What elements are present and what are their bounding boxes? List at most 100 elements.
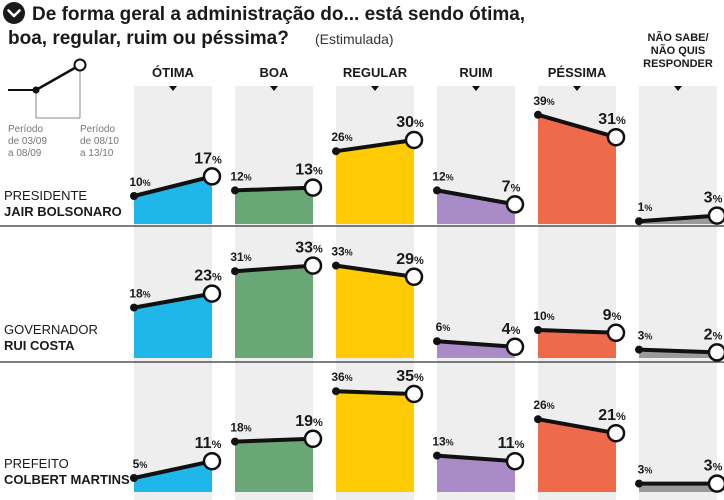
header-arrow-icon — [472, 86, 480, 91]
label-start-pessima-1: 10% — [533, 309, 554, 323]
label-start-regular-2: 36% — [331, 370, 352, 384]
point-end-regular-2 — [404, 384, 424, 404]
header-arrow-icon — [169, 86, 177, 91]
label-start-boa-1: 31% — [230, 250, 251, 264]
label-start-nao_sabe-1: 3% — [638, 329, 653, 343]
point-start-regular-1 — [332, 261, 340, 270]
point-end-boa-2 — [303, 429, 323, 449]
label-start-regular-1: 33% — [331, 245, 352, 259]
label-start-ruim-0: 12% — [432, 169, 453, 183]
point-end-ruim-1 — [505, 337, 525, 357]
series-regular-2: 36% 35% — [331, 368, 424, 492]
legend-end-line: a 13/10 — [80, 148, 114, 159]
legend-end-line: de 08/10 — [80, 136, 119, 147]
point-end-otima-0 — [202, 167, 222, 186]
label-end-boa-2: 19% — [295, 413, 323, 430]
label-start-otima-0: 10% — [129, 175, 150, 189]
label-start-nao_sabe-0: 1% — [638, 200, 653, 214]
column-bg-nao_sabe — [639, 86, 717, 500]
line-boa-1 — [233, 263, 315, 274]
point-start-nao_sabe-2 — [635, 479, 643, 488]
series-pessima-1: 10% 9% — [533, 307, 626, 358]
label-start-boa-0: 12% — [230, 169, 251, 183]
area-ruim-2 — [437, 455, 515, 492]
legend-start-dot — [32, 86, 40, 94]
line-boa-0 — [233, 185, 315, 193]
area-boa-0 — [235, 187, 313, 224]
column-backgrounds — [134, 86, 717, 500]
header-regular: REGULAR — [343, 65, 408, 80]
line-regular-0 — [334, 138, 416, 154]
chevron-down-icon — [3, 2, 25, 24]
legend-start-line: a 08/09 — [8, 148, 42, 159]
label-start-ruim-1: 6% — [436, 320, 451, 334]
line-nao_sabe-1 — [637, 347, 719, 355]
series-ruim-0: 12% 7% — [432, 169, 525, 224]
chart-title-line2: boa, regular, ruim ou péssima? — [8, 28, 289, 49]
label-start-nao_sabe-2: 3% — [638, 463, 653, 477]
series-nao_sabe-2: 3% 3% — [635, 458, 724, 493]
area-pessima-0 — [538, 114, 616, 224]
line-otima-2 — [132, 459, 214, 480]
point-start-regular-2 — [332, 387, 340, 396]
row-name-0: JAIR BOLSONARO — [4, 204, 122, 219]
line-boa-2 — [233, 436, 315, 444]
chart-title-note: (Estimulada) — [315, 31, 394, 47]
point-start-otima-2 — [130, 474, 138, 482]
row-name-2: COLBERT MARTINS — [4, 472, 130, 487]
label-end-nao_sabe-2: 3% — [704, 458, 723, 475]
point-start-otima-1 — [130, 303, 138, 312]
area-regular-2 — [336, 391, 414, 492]
row-dividers — [0, 225, 724, 363]
point-start-pessima-2 — [534, 415, 542, 424]
column-headers: ÓTIMA BOA REGULAR RUIM PÉSSIMA NÃO SABE/NÃO Q… — [152, 31, 713, 91]
header-ruim: RUIM — [459, 65, 492, 80]
point-end-regular-1 — [404, 267, 424, 287]
series-boa-2: 18% 19% — [230, 413, 323, 492]
header-pessima: PÉSSIMA — [548, 65, 607, 80]
label-end-ruim-2: 11% — [498, 435, 525, 452]
label-end-pessima-2: 21% — [598, 407, 626, 424]
point-start-pessima-1 — [534, 326, 542, 334]
label-start-boa-2: 18% — [230, 421, 251, 435]
series-boa-0: 12% 13% — [230, 162, 323, 224]
label-end-nao_sabe-0: 3% — [704, 190, 723, 207]
label-start-pessima-0: 39% — [533, 94, 554, 108]
header-arrow-icon — [674, 86, 682, 91]
area-regular-1 — [336, 265, 414, 358]
series-otima-1: 18% 23% — [129, 268, 222, 358]
point-end-boa-1 — [303, 256, 323, 275]
area-ruim-0 — [437, 190, 515, 224]
label-start-regular-0: 26% — [331, 130, 352, 144]
point-start-ruim-1 — [433, 337, 441, 346]
point-end-pessima-0 — [606, 127, 626, 147]
area-pessima-1 — [538, 330, 616, 358]
line-pessima-2 — [536, 417, 618, 436]
label-end-regular-0: 30% — [396, 114, 424, 131]
point-start-boa-0 — [231, 186, 239, 195]
label-end-pessima-1: 9% — [603, 307, 622, 324]
label-end-ruim-1: 4% — [502, 321, 521, 338]
point-start-boa-2 — [231, 437, 239, 446]
area-otima-0 — [134, 176, 212, 224]
area-boa-1 — [235, 265, 313, 358]
series-pessima-2: 26% 21% — [533, 398, 626, 492]
header-arrow-icon — [573, 86, 581, 91]
series-regular-0: 26% 30% — [331, 114, 424, 224]
line-otima-1 — [132, 291, 214, 310]
point-end-otima-1 — [202, 284, 222, 303]
legend-start-line: Período — [8, 124, 43, 135]
point-start-regular-0 — [332, 147, 340, 156]
series-nao_sabe-1: 3% 2% — [635, 326, 724, 362]
label-end-pessima-0: 31% — [598, 111, 626, 128]
series-boa-1: 31% 33% — [230, 240, 323, 358]
point-end-ruim-0 — [505, 195, 525, 214]
label-end-nao_sabe-1: 2% — [704, 326, 723, 343]
chart-title-line1: De forma geral a administração do... est… — [32, 4, 525, 25]
header-arrow-icon — [371, 86, 379, 91]
area-boa-2 — [235, 438, 313, 492]
label-end-regular-1: 29% — [396, 251, 424, 268]
point-end-otima-2 — [202, 451, 222, 471]
